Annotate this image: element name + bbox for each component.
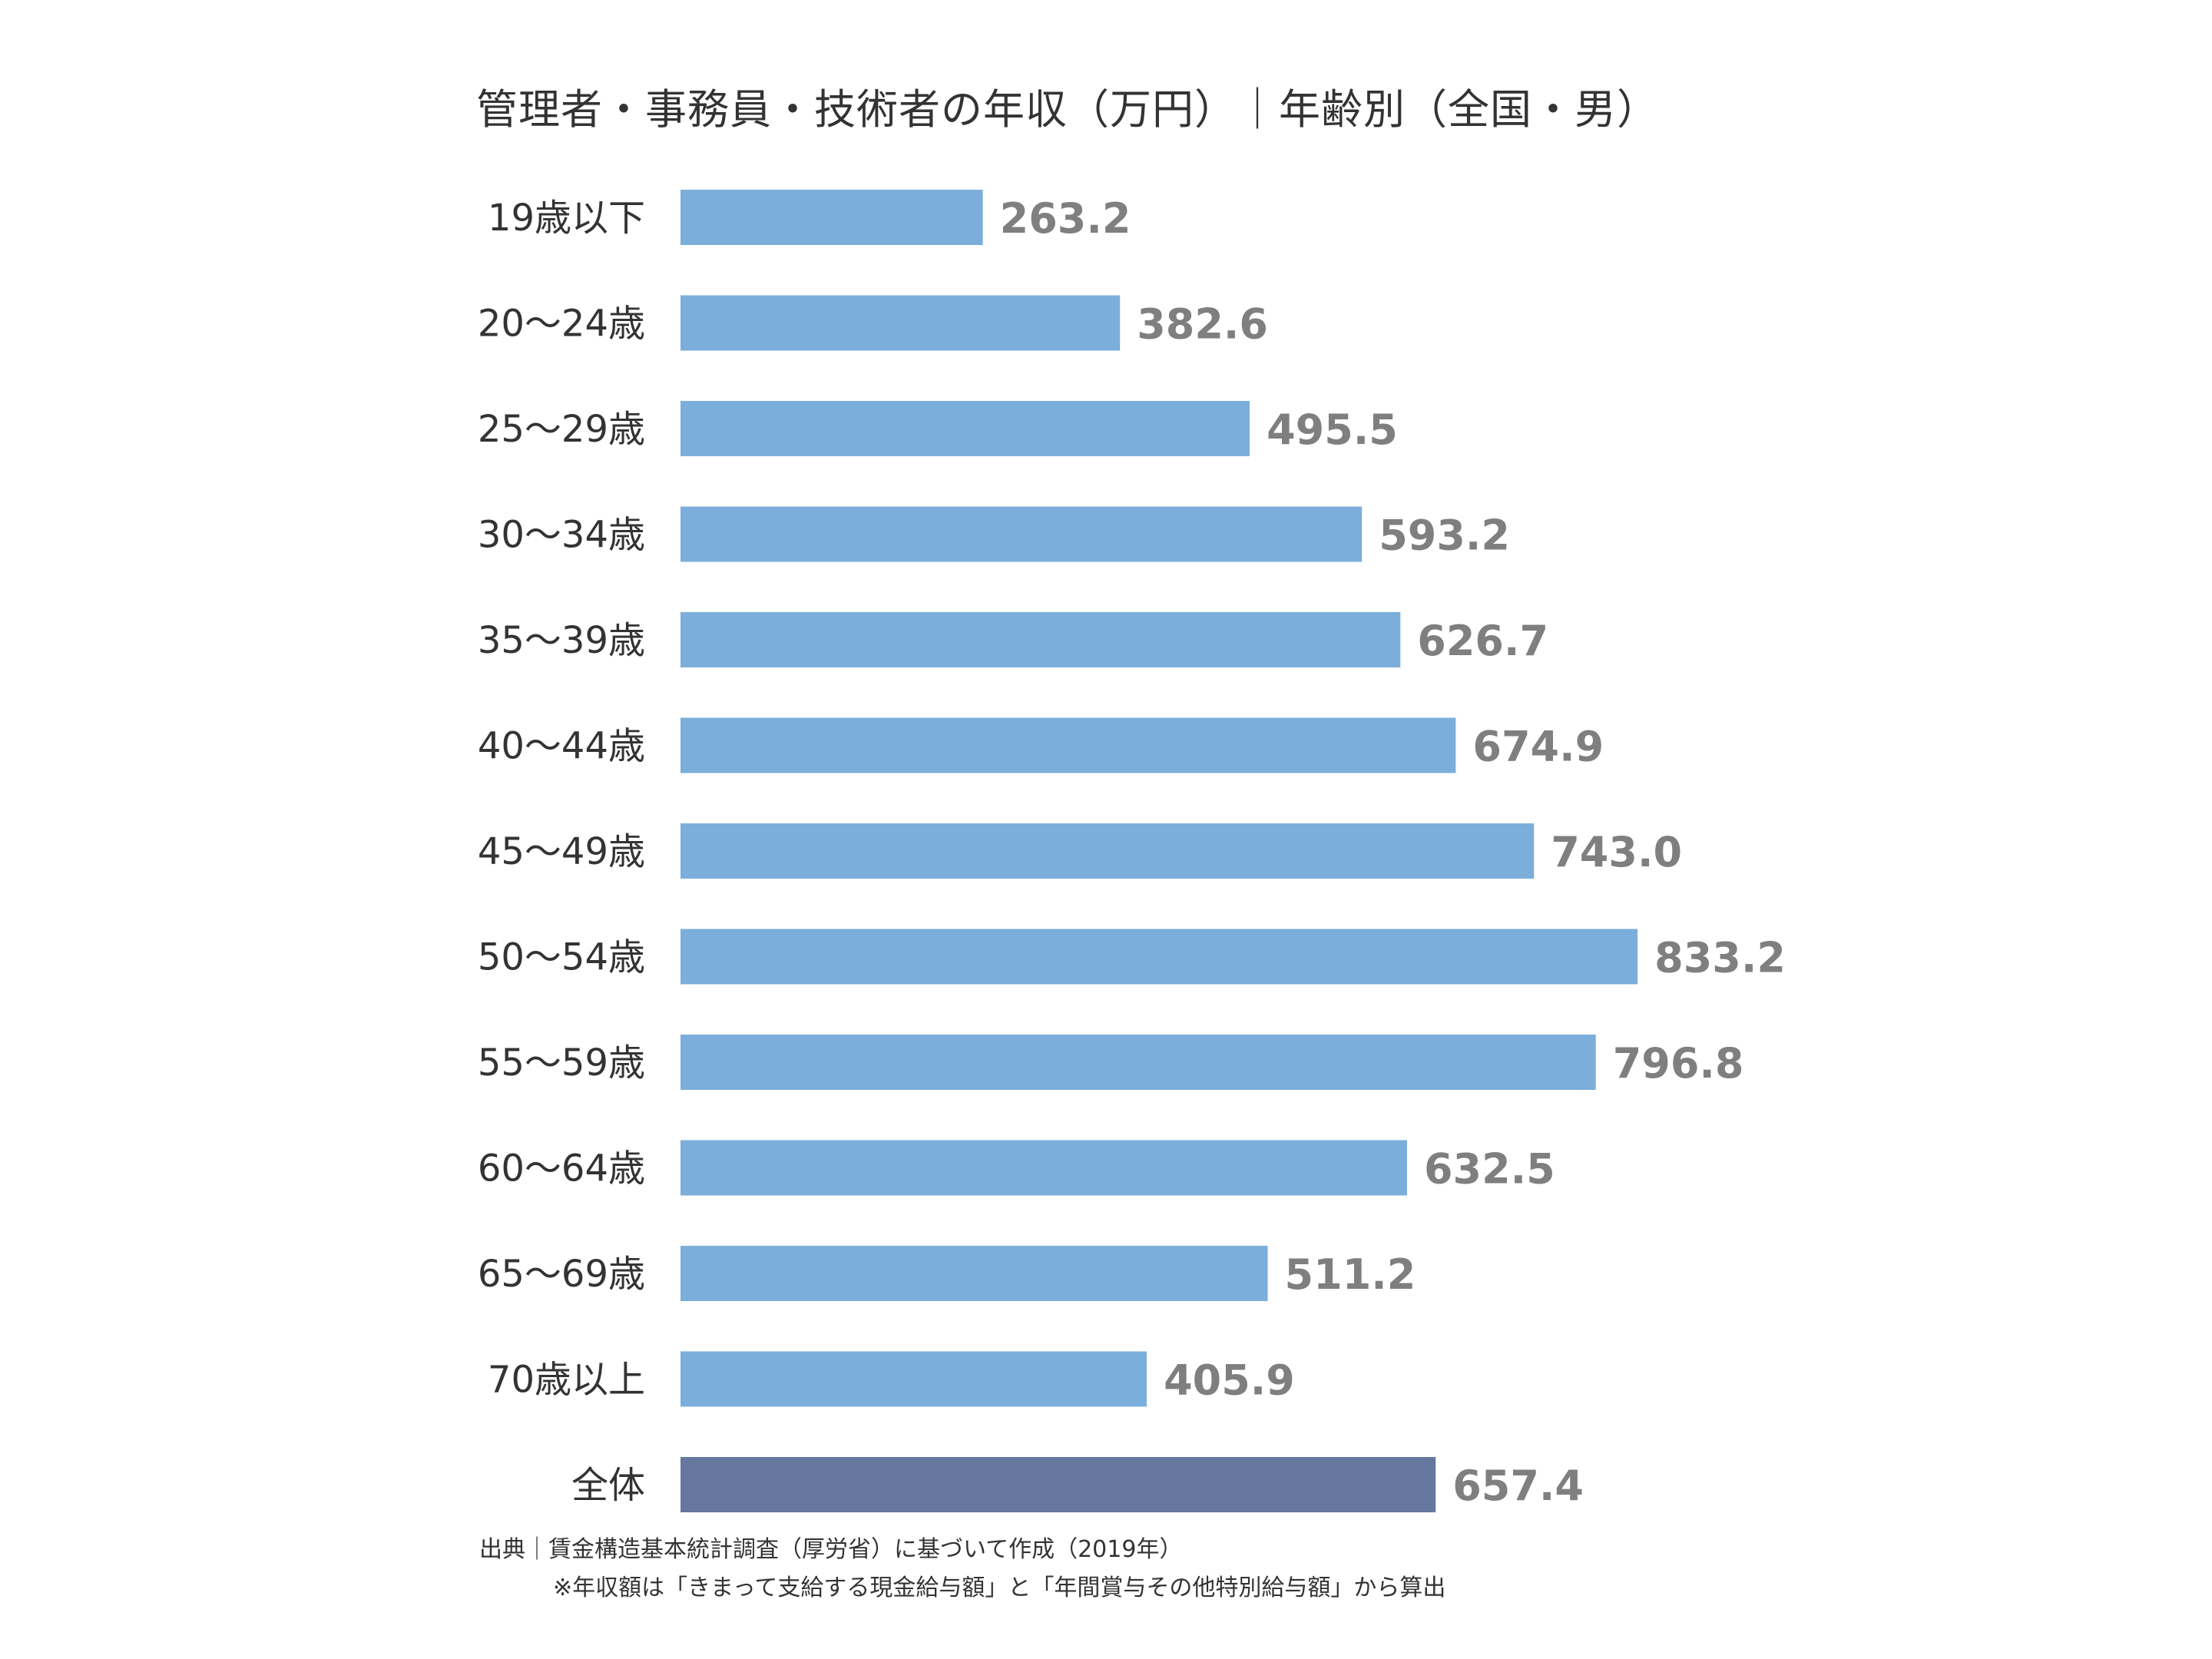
category-label-4: 35～39歳	[478, 619, 645, 662]
category-label-8: 55～59歳	[478, 1041, 645, 1084]
bar-11	[680, 1351, 1147, 1407]
value-label-5: 674.9	[1472, 723, 1604, 771]
category-label-5: 40～44歳	[478, 725, 645, 768]
bar-1	[680, 295, 1121, 351]
category-label-10: 65～69歳	[478, 1253, 645, 1296]
chart-note: ※年収額は「きまって支給する現金給与額」と「年間賞与その他特別給与額」から算出	[553, 1575, 1446, 1601]
value-label-2: 495.5	[1267, 406, 1398, 454]
category-label-0: 19歳以下	[488, 197, 645, 240]
bar-6	[680, 823, 1535, 879]
value-label-6: 743.0	[1551, 828, 1682, 876]
value-label-11: 405.9	[1164, 1356, 1295, 1405]
bar-4	[680, 612, 1401, 667]
category-label-3: 30～34歳	[478, 514, 645, 557]
category-label-12: 全体	[571, 1464, 645, 1507]
bar-9	[680, 1140, 1407, 1196]
value-label-3: 593.2	[1379, 512, 1510, 560]
category-label-6: 45～49歳	[478, 830, 645, 873]
chart-source: 出典｜賃金構造基本統計調査（厚労省）に基づいて作成（2019年）	[479, 1536, 1183, 1563]
bar-8	[680, 1035, 1596, 1090]
category-label-9: 60～64歳	[478, 1147, 645, 1190]
bar-10	[680, 1246, 1268, 1301]
value-label-7: 833.2	[1654, 934, 1786, 982]
bar-2	[680, 401, 1250, 456]
bar-12	[680, 1457, 1436, 1512]
category-label-7: 50～54歳	[478, 936, 645, 979]
value-label-1: 382.6	[1137, 300, 1268, 349]
bar-7	[680, 929, 1638, 985]
chart-title: 管理者・事務員・技術者の年収（万円）｜年齢別（全国・男）	[476, 85, 1659, 134]
value-label-12: 657.4	[1452, 1462, 1584, 1510]
category-label-2: 25～29歳	[478, 408, 645, 451]
category-label-1: 20～24歳	[478, 303, 645, 346]
category-label-11: 70歳以上	[488, 1359, 645, 1402]
value-label-10: 511.2	[1285, 1250, 1416, 1299]
value-label-9: 632.5	[1424, 1145, 1555, 1194]
bar-0	[680, 190, 983, 245]
value-label-0: 263.2	[1000, 194, 1131, 243]
bar-3	[680, 506, 1363, 562]
bar-5	[680, 717, 1456, 773]
value-label-4: 626.7	[1417, 617, 1548, 665]
value-label-8: 796.8	[1613, 1039, 1744, 1088]
